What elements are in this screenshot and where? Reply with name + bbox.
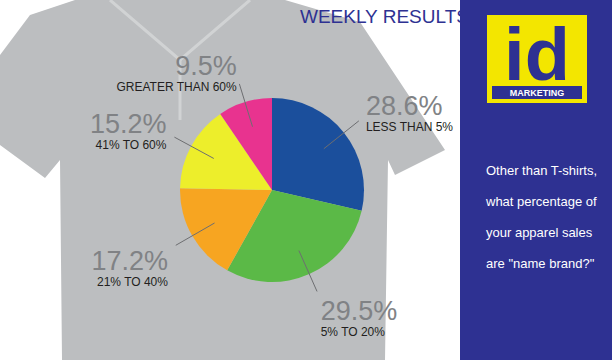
svg-text:41% TO 60%: 41% TO 60%	[96, 138, 167, 152]
svg-text:29.5%: 29.5%	[321, 296, 398, 326]
svg-text:MARKETING: MARKETING	[510, 88, 565, 98]
svg-text:15.2%: 15.2%	[90, 109, 167, 139]
svg-text:28.6%: 28.6%	[366, 91, 443, 121]
html-text:Other than T-shirts, what perc: Other than T-shirts, what percentage of …	[486, 163, 597, 271]
svg-text:17.2%: 17.2%	[91, 246, 168, 276]
svg-text:id: id	[504, 13, 570, 96]
svg-text:GREATER THAN 60%: GREATER THAN 60%	[116, 80, 237, 94]
html-text:WEEKLY RESULTS: WEEKLY RESULTS	[300, 6, 469, 27]
svg-text:LESS THAN 5%: LESS THAN 5%	[366, 120, 453, 134]
svg-text:9.5%: 9.5%	[175, 51, 237, 81]
svg-text:21% TO 40%: 21% TO 40%	[97, 275, 168, 289]
svg-text:5% TO 20%: 5% TO 20%	[321, 325, 386, 339]
